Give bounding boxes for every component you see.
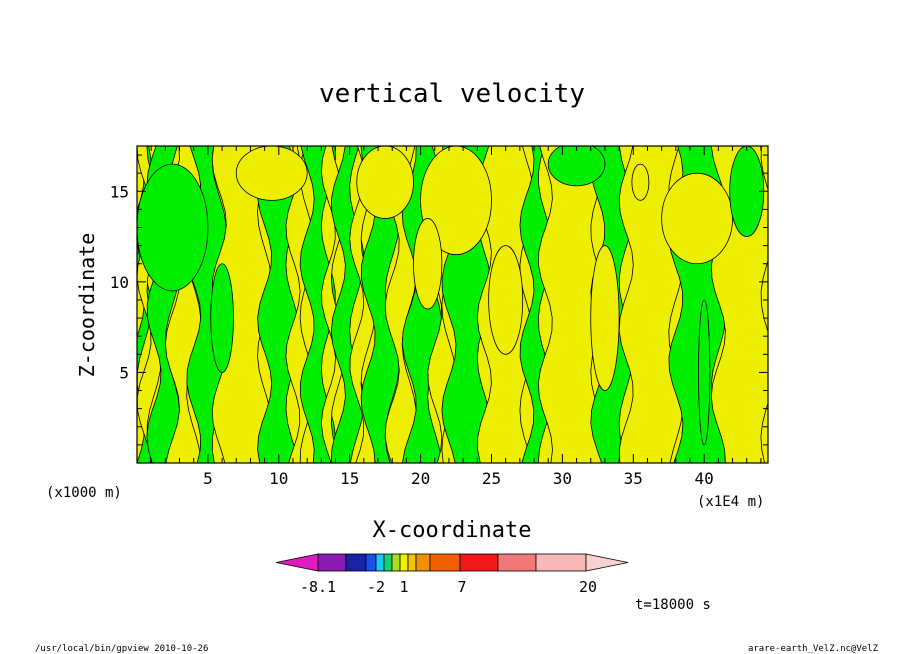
colorbar-label: -8.1 — [300, 578, 336, 596]
x-tick-label: 35 — [624, 469, 643, 488]
contour-blob — [488, 245, 524, 355]
contour-blob — [356, 146, 414, 219]
colorbar-box — [415, 553, 431, 572]
footer-right-info: arare-earth_VelZ.nc@VelZ — [748, 644, 879, 654]
contour-band — [299, 146, 336, 463]
colorbar-right-arrow — [585, 553, 629, 572]
colorbar-left-arrow — [275, 553, 319, 572]
x-tick-label: 30 — [553, 469, 572, 488]
contour-blob — [661, 172, 733, 265]
contour-band — [441, 146, 492, 463]
x-tick-label: 20 — [411, 469, 430, 488]
contour-blob — [235, 146, 308, 201]
x-unit-left-label: (x1000 m) — [46, 485, 122, 501]
x-tick-label: 25 — [482, 469, 501, 488]
x-unit-right-label: (x1E4 m) — [697, 494, 764, 510]
y-tick-label: 10 — [110, 273, 129, 292]
x-tick-label: 40 — [695, 469, 714, 488]
contour-blob — [590, 245, 620, 391]
colorbar-box — [391, 553, 401, 572]
colorbar-box — [345, 553, 367, 572]
contour-blob — [547, 146, 606, 187]
contour-band — [384, 146, 417, 463]
contour-blob — [413, 218, 443, 310]
colorbar-box — [317, 553, 347, 572]
colorbar-box — [407, 553, 417, 572]
contour-band — [349, 146, 376, 463]
colorbar-box — [375, 553, 385, 572]
colorbar-label: 7 — [457, 578, 466, 596]
contour-band — [537, 146, 606, 463]
colorbar-label: 20 — [579, 578, 597, 596]
colorbar-box — [365, 553, 377, 572]
colorbar-label: -2 — [367, 578, 385, 596]
plot-frame — [136, 145, 769, 464]
colorbar-box — [459, 553, 499, 572]
colorbar-box — [535, 553, 587, 572]
contour-blob — [631, 163, 650, 201]
colorbar-box — [497, 553, 537, 572]
y-axis-label: Z-coordinate — [75, 233, 99, 378]
colorbar-box — [383, 553, 393, 572]
x-axis: 5 10 15 20 25 30 35 40 — [150, 146, 762, 488]
colorbar-box — [399, 553, 409, 572]
colorbar-box — [429, 553, 461, 572]
x-axis-label: X-coordinate — [373, 518, 532, 543]
chart-title: vertical velocity — [319, 79, 585, 109]
y-axis: 5 10 15 — [110, 154, 768, 446]
x-tick-label: 5 — [203, 469, 213, 488]
contour-blob — [420, 146, 492, 256]
x-tick-label: 15 — [340, 469, 359, 488]
footer-left-info: /usr/local/bin/gpview 2010-10-26 — [35, 644, 208, 654]
contour-blob — [698, 299, 711, 446]
colorbar: -8.1 -2 1 7 20 — [275, 553, 629, 596]
time-label: t=18000 s — [635, 597, 711, 613]
x-tick-label: 10 — [269, 469, 288, 488]
y-tick-label: 15 — [110, 182, 129, 201]
contour-blob — [729, 146, 765, 237]
contour-blob — [210, 263, 234, 373]
y-tick-label: 5 — [119, 363, 129, 382]
plot-area — [136, 145, 769, 464]
colorbar-label: 1 — [399, 578, 408, 596]
contour-blob — [137, 163, 209, 292]
contour-field — [137, 146, 768, 463]
